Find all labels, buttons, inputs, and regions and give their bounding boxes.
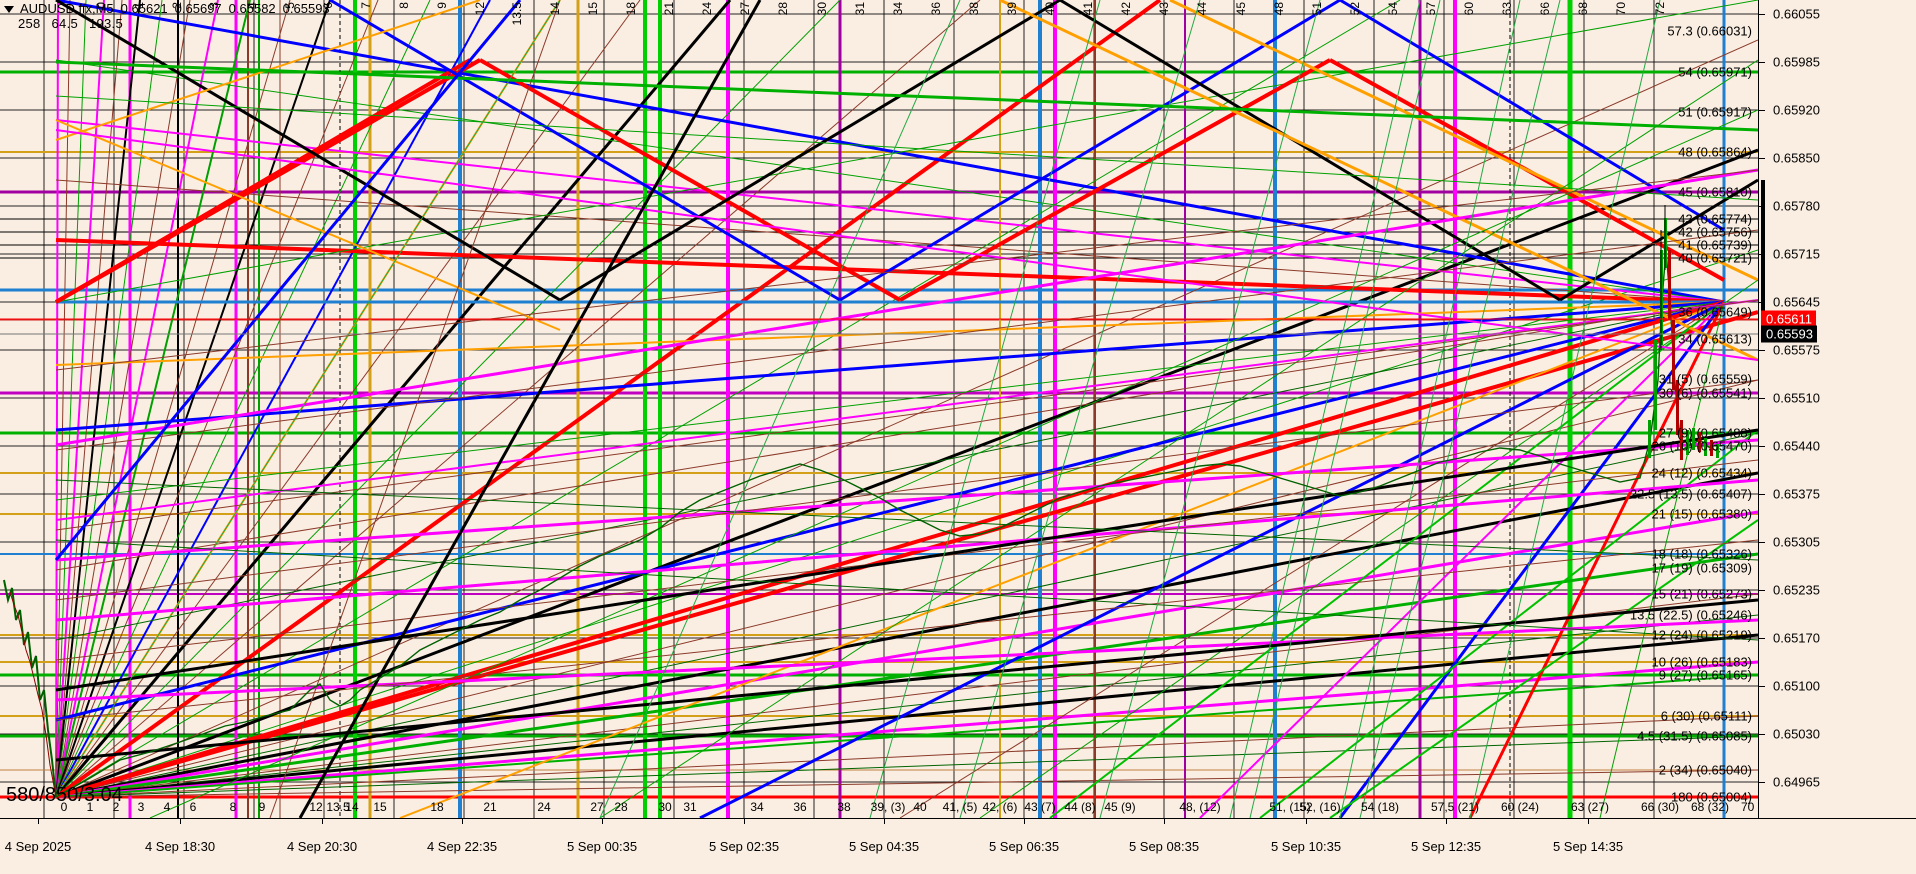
time-tick-label: 4 Sep 22:35: [426, 839, 498, 854]
time-tick-mark: [1024, 819, 1025, 824]
chart-canvas: [0, 0, 1758, 818]
price-tick-mark: [1759, 350, 1765, 351]
price-tick-mark: [1759, 158, 1765, 159]
time-tick-label: 5 Sep 06:35: [988, 839, 1060, 854]
price-tick-mark: [1759, 542, 1765, 543]
price-tick-mark: [1759, 254, 1765, 255]
price-tick-label: 0.65985: [1773, 54, 1820, 70]
time-tick-mark: [744, 819, 745, 824]
time-tick-label: 5 Sep 08:35: [1128, 839, 1200, 854]
price-tick-mark: [1759, 446, 1765, 447]
price-marker-lines: [0, 318, 1758, 335]
horizontal-level-lines: [0, 70, 1758, 799]
price-tick-label: 0.65645: [1773, 294, 1820, 310]
price-tick-mark: [1759, 398, 1765, 399]
price-tick-label: 0.65375: [1773, 486, 1820, 502]
price-series: [3, 249, 1721, 798]
time-tick-label: 5 Sep 14:35: [1552, 839, 1624, 854]
gann-fan-right: [55, 0, 1726, 818]
price-tick-mark: [1759, 782, 1765, 783]
time-tick-mark: [1164, 819, 1165, 824]
price-tick-label: 0.65100: [1773, 678, 1820, 694]
price-tick-label: 0.65305: [1773, 534, 1820, 550]
price-tick-label: 0.65850: [1773, 150, 1820, 166]
price-tick-label: 0.65235: [1773, 582, 1820, 598]
price-tick-label: 0.65780: [1773, 198, 1820, 214]
price-tick-mark: [1759, 638, 1765, 639]
time-tick-label: 4 Sep 18:30: [144, 839, 216, 854]
time-tick-label: 5 Sep 12:35: [1410, 839, 1482, 854]
price-tick-label: 0.65575: [1773, 342, 1820, 358]
time-tick-mark: [180, 819, 181, 824]
time-tick-label: 4 Sep 20:30: [286, 839, 358, 854]
time-tick-mark: [322, 819, 323, 824]
price-tick-mark: [1759, 110, 1765, 111]
price-tick-label: 0.65715: [1773, 246, 1820, 262]
time-tick-mark: [1588, 819, 1589, 824]
price-tick-mark: [1759, 734, 1765, 735]
time-tick-mark: [1306, 819, 1307, 824]
time-tick-label: 5 Sep 00:35: [566, 839, 638, 854]
price-tick-label: 0.65440: [1773, 438, 1820, 454]
price-scale-drag-handle[interactable]: [1761, 180, 1765, 330]
price-tick-mark: [1759, 206, 1765, 207]
price-tick-label: 0.64965: [1773, 774, 1820, 790]
time-tick-mark: [602, 819, 603, 824]
ask-price-tag: 0.65593: [1761, 325, 1817, 343]
candlestick-bodies: [1648, 205, 1719, 460]
price-tick-mark: [1759, 686, 1765, 687]
price-tick-mark: [1759, 14, 1765, 15]
trend-lines: [54, 0, 1758, 818]
price-tick-mark: [1759, 62, 1765, 63]
price-tick-mark: [1759, 494, 1765, 495]
price-tick-mark: [1759, 302, 1765, 303]
time-tick-mark: [38, 819, 39, 824]
chart-plot-area[interactable]: 57.3 (0.66031) 54 (0.65971) 51 (0.65917) 48…: [0, 0, 1758, 818]
time-tick-mark: [462, 819, 463, 824]
price-tick-label: 0.65510: [1773, 390, 1820, 406]
price-tick-label: 0.65920: [1773, 102, 1820, 118]
bid-price-tag: 0.65611: [1761, 310, 1817, 328]
time-scale[interactable]: 4 Sep 2025 4 Sep 18:30 4 Sep 20:30 4 Sep 22…: [0, 818, 1916, 874]
price-tick-label: 0.65030: [1773, 726, 1820, 742]
price-scale[interactable]: 0.66055 0.65985 0.65920 0.65850 0.65780 0.657…: [1758, 0, 1916, 818]
time-tick-label: 5 Sep 10:35: [1270, 839, 1342, 854]
time-tick-label: 5 Sep 02:35: [708, 839, 780, 854]
time-tick-mark: [884, 819, 885, 824]
time-tick-label: 5 Sep 04:35: [848, 839, 920, 854]
price-tick-mark: [1759, 590, 1765, 591]
time-tick-mark: [1446, 819, 1447, 824]
price-tick-label: 0.65170: [1773, 630, 1820, 646]
time-tick-label: 4 Sep 2025: [4, 839, 72, 854]
green-diagonal-web: [55, 0, 1661, 818]
price-tick-label: 0.66055: [1773, 6, 1820, 22]
